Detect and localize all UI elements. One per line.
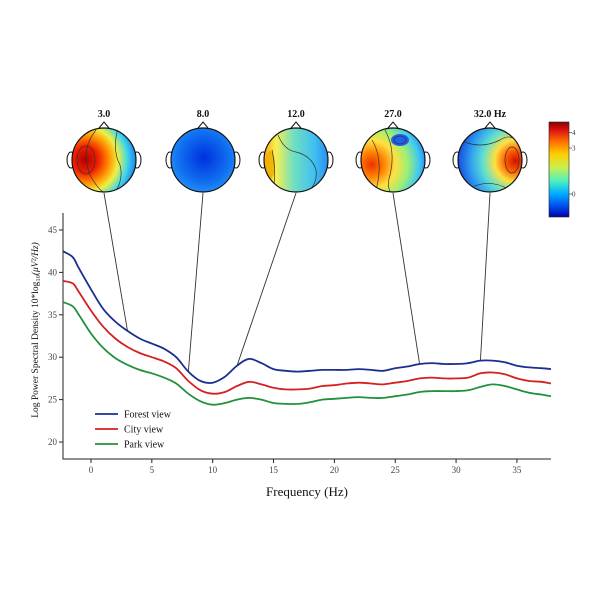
topomap-connector: [479, 192, 491, 361]
topomap-label: 27.0: [384, 109, 402, 120]
legend-label: Forest view: [124, 410, 172, 421]
x-tick-label: 15: [269, 465, 279, 475]
series-lines: [62, 250, 552, 406]
nose-icon: [98, 121, 110, 129]
y-tick-label: 45: [48, 225, 58, 235]
nose-icon: [290, 121, 302, 129]
topomap-label: 32.0 Hz: [474, 109, 507, 120]
topomap-label: 8.0: [197, 109, 210, 120]
topomap-connector: [392, 192, 421, 365]
head-outline: [457, 127, 523, 193]
nose-icon: [484, 121, 496, 129]
topomap-32hz: 32.0 Hz: [452, 109, 528, 193]
y-axis-label: Log Power Spectral Density 10*log10(μV²/…: [30, 242, 42, 418]
nose-icon: [197, 121, 209, 129]
colorbar: 4 3 0: [548, 121, 576, 218]
colorbar-tick-label: 3: [572, 145, 576, 153]
series-line-forest-view: [62, 250, 552, 384]
head-outline: [360, 127, 426, 193]
axis-frame: [62, 213, 551, 460]
head-outline: [263, 127, 329, 193]
topomap-12hz: 12.0: [258, 109, 334, 193]
topomap-row: 3.0 8.0 12.0: [66, 109, 528, 193]
x-tick-label: 10: [208, 465, 218, 475]
topomap-3hz: 3.0: [66, 109, 142, 193]
legend-label: Park view: [124, 440, 165, 451]
topomap-connector: [103, 192, 128, 331]
topomap-8hz: 8.0: [165, 109, 241, 193]
topomap-connector: [236, 192, 297, 366]
colorbar-gradient: [548, 121, 570, 218]
x-tick-label: 0: [89, 465, 94, 475]
topomap-label: 3.0: [98, 109, 111, 120]
x-tick-label: 20: [330, 465, 340, 475]
series-line-city-view: [62, 280, 552, 395]
topomap-27hz: 27.0: [355, 109, 431, 193]
plot-axes: 0 5 10 15 20 25 30 35 20 25 30 35 40 45: [48, 213, 551, 475]
y-tick-label: 35: [48, 310, 58, 320]
connector-lines: [103, 192, 491, 372]
x-tick-label: 30: [452, 465, 462, 475]
x-tick-label: 25: [391, 465, 401, 475]
y-tick-label: 20: [48, 437, 58, 447]
colorbar-tick-label: 4: [572, 129, 576, 137]
nose-icon: [387, 121, 399, 129]
topomap-connector: [187, 192, 204, 372]
series-line-park-view: [62, 301, 552, 406]
legend-label: City view: [124, 425, 164, 436]
y-tick-label: 40: [48, 267, 58, 277]
x-tick-label: 5: [150, 465, 155, 475]
topomap-label: 12.0: [287, 109, 305, 120]
y-tick-label: 30: [48, 352, 58, 362]
colorbar-tick-label: 0: [572, 191, 576, 199]
y-tick-label: 25: [48, 395, 58, 405]
head-outline: [170, 127, 236, 193]
x-axis-label: Frequency (Hz): [266, 484, 348, 499]
head-outline: [71, 127, 137, 193]
legend: Forest view City view Park view: [95, 410, 172, 451]
x-tick-label: 35: [512, 465, 522, 475]
